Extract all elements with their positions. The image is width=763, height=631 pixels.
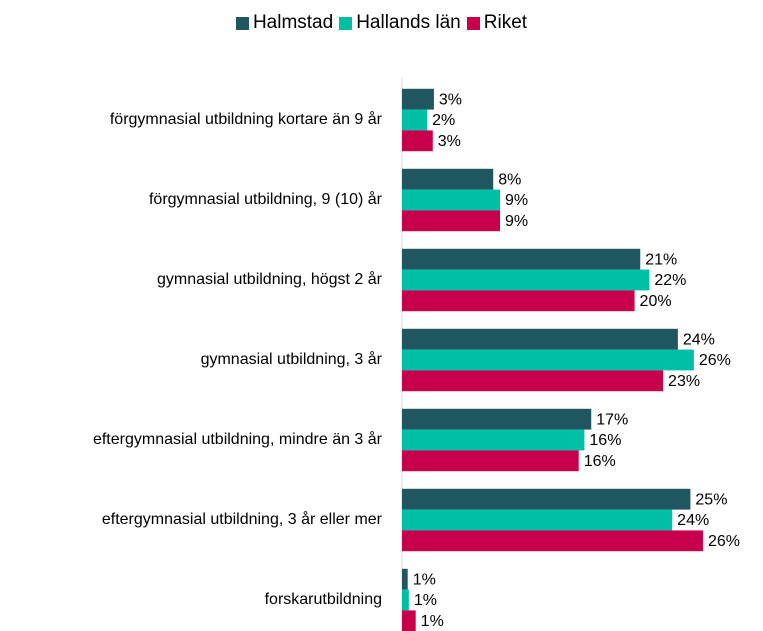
legend-label: Halmstad bbox=[252, 12, 334, 33]
value-label: 25% bbox=[695, 491, 727, 508]
value-label: 20% bbox=[640, 293, 672, 310]
value-label: 2% bbox=[432, 112, 455, 129]
bar bbox=[402, 88, 434, 110]
legend: Halmstad Hallands län Riket bbox=[0, 12, 763, 34]
bar bbox=[402, 589, 409, 611]
legend-label: Hallands län bbox=[356, 12, 461, 33]
bar bbox=[402, 328, 678, 350]
bar bbox=[402, 370, 664, 392]
bar bbox=[402, 429, 585, 451]
value-label: 3% bbox=[438, 133, 461, 150]
category-label: förgymnasial utbildning kortare än 9 år bbox=[109, 111, 382, 128]
bar bbox=[402, 130, 433, 152]
bar bbox=[402, 530, 703, 552]
value-label: 9% bbox=[505, 192, 528, 209]
bar bbox=[402, 488, 691, 510]
value-label: 26% bbox=[699, 352, 731, 369]
bar bbox=[402, 568, 408, 590]
value-label: 9% bbox=[505, 213, 528, 230]
value-label: 1% bbox=[421, 613, 444, 630]
bar bbox=[402, 168, 494, 190]
value-label: 16% bbox=[584, 453, 616, 470]
legend-label: Riket bbox=[483, 12, 528, 33]
value-label: 24% bbox=[683, 331, 715, 348]
category-label: förgymnasial utbildning, 9 (10) år bbox=[148, 191, 382, 208]
bar bbox=[402, 349, 694, 371]
bar bbox=[402, 290, 635, 312]
value-label: 1% bbox=[414, 592, 437, 609]
bar bbox=[402, 109, 428, 131]
value-label: 1% bbox=[413, 571, 436, 588]
category-label: eftergymnasial utbildning, 3 år eller me… bbox=[101, 511, 382, 528]
value-label: 23% bbox=[668, 373, 700, 390]
bar bbox=[402, 210, 501, 232]
category-label: gymnasial utbildning, högst 2 år bbox=[156, 271, 382, 288]
legend-swatch bbox=[235, 16, 249, 30]
value-label: 21% bbox=[645, 251, 677, 268]
bar bbox=[402, 610, 416, 631]
value-label: 26% bbox=[708, 533, 740, 550]
category-label: eftergymnasial utbildning, mindre än 3 å… bbox=[92, 431, 382, 448]
bar bbox=[402, 408, 592, 430]
category-label: gymnasial utbildning, 3 år bbox=[200, 351, 382, 368]
value-label: 22% bbox=[654, 272, 686, 289]
legend-swatch bbox=[466, 16, 480, 30]
legend-item: Riket bbox=[466, 12, 528, 34]
bar bbox=[402, 189, 501, 211]
category-label: forskarutbildning bbox=[264, 591, 382, 608]
bar bbox=[402, 269, 650, 291]
legend-swatch bbox=[339, 16, 353, 30]
value-label: 3% bbox=[439, 91, 462, 108]
bar bbox=[402, 450, 579, 472]
value-label: 24% bbox=[677, 512, 709, 529]
legend-item: Halmstad bbox=[235, 12, 334, 34]
value-label: 16% bbox=[589, 432, 621, 449]
value-label: 8% bbox=[498, 171, 521, 188]
value-label: 17% bbox=[596, 411, 628, 428]
bar bbox=[402, 248, 641, 270]
bar bbox=[402, 509, 673, 531]
legend-item: Hallands län bbox=[339, 12, 461, 34]
